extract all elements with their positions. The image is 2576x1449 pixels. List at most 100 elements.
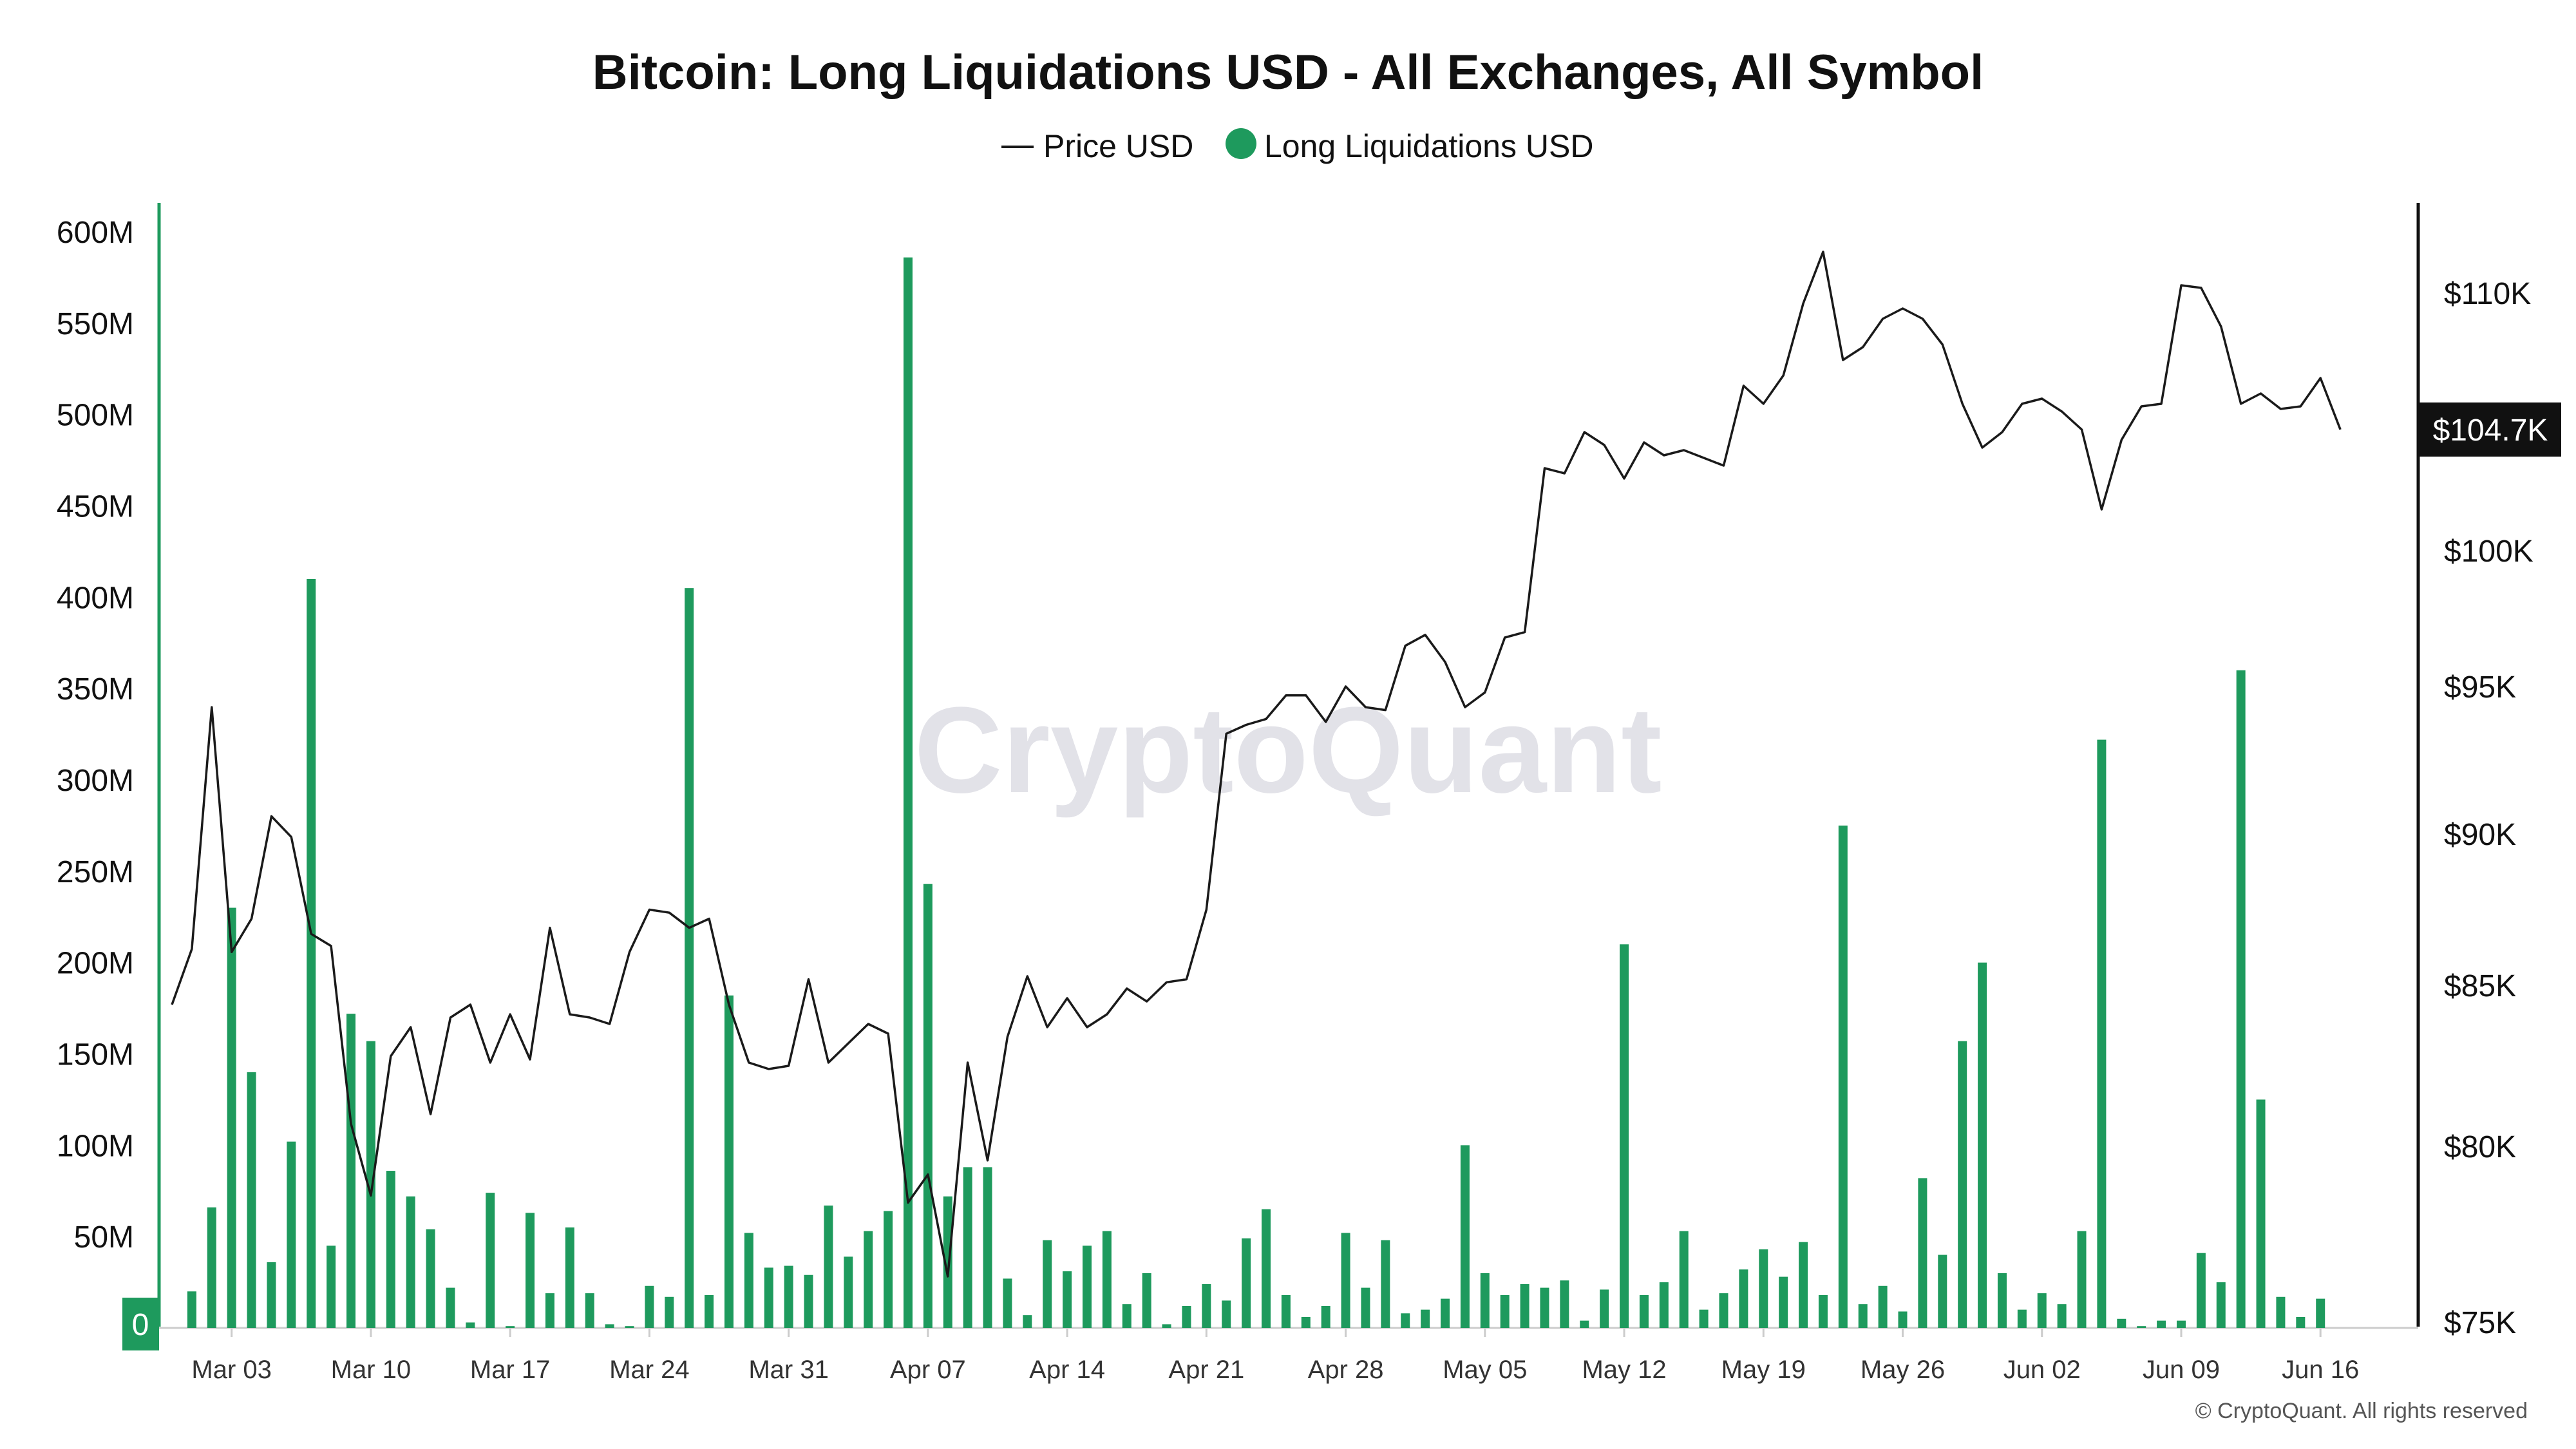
liquidation-bar	[2196, 1253, 2206, 1328]
x-axis-tick-label: May 12	[1582, 1356, 1666, 1384]
liquidation-bar	[1142, 1273, 1151, 1328]
liquidation-bar	[486, 1193, 495, 1328]
liquidation-bar	[625, 1326, 634, 1328]
liquidation-bar	[1023, 1315, 1032, 1328]
liquidation-bar	[426, 1229, 435, 1328]
left-axis-current-badge-label: 0	[132, 1308, 149, 1342]
liquidation-bar	[1361, 1287, 1370, 1328]
liquidation-bar	[824, 1205, 833, 1328]
liquidation-bar	[267, 1262, 276, 1328]
x-axis-tick-label: May 26	[1861, 1356, 1945, 1384]
right-axis-tick-label: $75K	[2444, 1306, 2516, 1340]
liquidation-bar	[1301, 1316, 1311, 1328]
left-axis-tick-label: 550M	[57, 307, 134, 341]
x-axis-tick-label: Apr 14	[1029, 1356, 1105, 1384]
liquidation-bar	[386, 1171, 395, 1328]
liquidation-bar	[1878, 1285, 1888, 1328]
x-axis-tick-label: Jun 09	[2143, 1356, 2220, 1384]
liquidation-bar	[1321, 1305, 1331, 1328]
legend-liquidations-dot-marker	[1226, 128, 1256, 159]
liquidation-bar	[565, 1227, 574, 1328]
liquidation-bar	[247, 1072, 256, 1328]
liquidation-bar	[1341, 1233, 1350, 1328]
liquidation-bar	[1679, 1231, 1689, 1328]
liquidation-bar	[1838, 825, 1848, 1328]
liquidation-bar	[1759, 1249, 1768, 1328]
liquidation-bar	[764, 1267, 773, 1328]
x-axis-tick-label: Jun 02	[2003, 1356, 2081, 1384]
left-axis-tick-label: 100M	[57, 1129, 134, 1163]
liquidation-bar	[287, 1141, 296, 1328]
liquidation-bar	[645, 1285, 654, 1328]
liquidation-bar	[864, 1231, 873, 1328]
liquidation-bar	[784, 1265, 793, 1328]
left-axis-tick-label: 400M	[57, 581, 134, 615]
liquidation-bar	[705, 1294, 714, 1328]
right-axis-current-badge: $104.7K	[2420, 402, 2561, 457]
x-axis-tick-label: May 05	[1443, 1356, 1527, 1384]
liquidation-bar	[1242, 1238, 1251, 1328]
liquidation-bar	[1799, 1242, 1808, 1328]
liquidation-bar	[884, 1211, 893, 1328]
liquidation-bar	[2117, 1318, 2126, 1328]
liquidation-bar	[1739, 1269, 1748, 1328]
liquidation-bar	[1580, 1320, 1589, 1328]
liquidation-bar	[1421, 1309, 1430, 1328]
right-axis-tick-label: $100K	[2444, 535, 2533, 569]
liquidation-bar	[526, 1213, 535, 1328]
right-axis-tick-label: $90K	[2444, 818, 2516, 852]
x-axis-ticks: Mar 03 Mar 10 Mar 17 Mar 24 Mar 31 Apr 07 Apr …	[191, 1328, 2359, 1384]
legend-liquidations-label: Long Liquidations USD	[1264, 128, 1593, 164]
liquidation-bar	[585, 1293, 594, 1328]
x-axis-tick-label: Mar 31	[748, 1356, 829, 1384]
price-line	[171, 251, 2342, 1278]
liquidation-bar	[983, 1167, 992, 1328]
liquidation-bar	[1003, 1278, 1012, 1328]
x-axis-tick-label: Jun 16	[2282, 1356, 2359, 1384]
liquidation-bar	[1162, 1324, 1171, 1328]
liquidation-bar	[1978, 962, 1987, 1328]
right-axis-current-badge-bg	[2420, 402, 2561, 457]
liquidation-bar	[346, 1014, 356, 1328]
liquidation-bar	[1818, 1294, 1828, 1328]
legend: Price USD Long Liquidations USD	[1001, 128, 1593, 164]
left-axis-tick-label: 200M	[57, 947, 134, 981]
left-axis-ticks: 50M 100M 150M 200M 250M 300M 350M 400M 450M 500M 5…	[57, 216, 134, 1255]
x-axis-tick-label: May 19	[1721, 1356, 1806, 1384]
liquidation-bar	[2017, 1309, 2027, 1328]
liquidation-bar	[605, 1324, 614, 1328]
liquidation-bar	[1520, 1283, 1530, 1328]
x-axis-tick-label: Mar 03	[191, 1356, 272, 1384]
x-axis-tick-label: Apr 07	[890, 1356, 966, 1384]
liquidation-bar	[466, 1322, 475, 1328]
liquidation-bar	[406, 1196, 415, 1328]
liquidation-bar	[1043, 1240, 1052, 1328]
liquidation-bar	[1560, 1280, 1569, 1328]
right-axis-ticks: $75K $80K $85K $90K $95K $100K $110K	[2444, 277, 2533, 1340]
liquidation-bar	[545, 1293, 554, 1328]
liquidation-bar	[1600, 1289, 1609, 1328]
liquidation-bar	[844, 1256, 853, 1328]
right-axis-tick-label: $110K	[2444, 277, 2531, 311]
liquidation-bar	[2236, 670, 2246, 1328]
liquidation-bar	[903, 257, 913, 1328]
left-axis-tick-label: 300M	[57, 764, 134, 798]
liquidation-bar	[207, 1207, 216, 1328]
liquidation-bar	[1202, 1283, 1211, 1328]
right-axis-tick-label: $95K	[2444, 670, 2516, 705]
liquidation-bar	[2077, 1231, 2087, 1328]
liquidation-bar	[1441, 1298, 1450, 1328]
left-axis-current-badge: 0	[122, 1298, 159, 1350]
liquidation-bar	[1222, 1300, 1231, 1328]
liquidation-bar	[2057, 1304, 2067, 1328]
liquidation-bar	[685, 588, 694, 1328]
liquidation-bar	[2216, 1282, 2226, 1328]
chart-title: Bitcoin: Long Liquidations USD - All Exc…	[592, 45, 1984, 100]
liquidation-bar	[724, 995, 734, 1328]
left-axis-tick-label: 50M	[74, 1220, 134, 1255]
liquidation-bar	[2256, 1099, 2266, 1328]
liquidation-bar	[1281, 1294, 1291, 1328]
liquidation-bar	[1719, 1293, 1728, 1328]
